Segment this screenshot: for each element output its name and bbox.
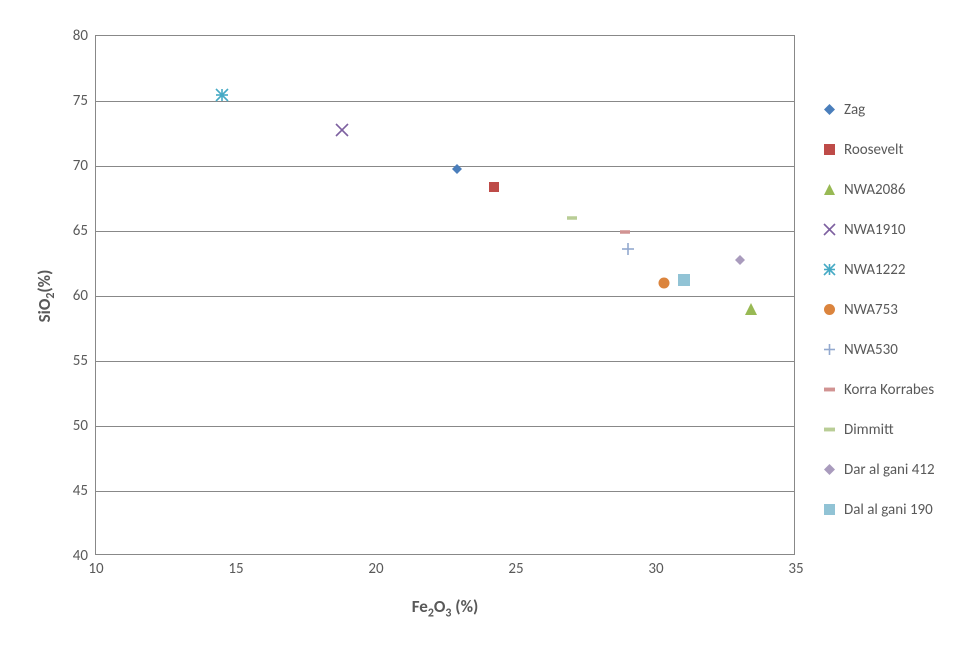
data-point [659, 278, 670, 289]
data-point [735, 255, 745, 265]
legend-item: Dimmitt [822, 416, 935, 443]
legend-label: NWA530 [844, 341, 898, 359]
legend-label: Roosevelt [844, 141, 903, 159]
data-point [489, 182, 499, 192]
legend-swatch-icon [822, 103, 836, 117]
x-tick-label: 25 [508, 554, 523, 578]
x-tick-label: 20 [368, 554, 383, 578]
grid-line [96, 426, 794, 427]
legend-item: NWA2086 [822, 176, 935, 203]
grid-line [96, 361, 794, 362]
y-tick-label: 60 [73, 287, 96, 305]
legend-swatch-icon [822, 423, 836, 437]
legend-label: Korra Korrabes [844, 381, 934, 399]
y-tick-label: 50 [73, 417, 96, 435]
legend-swatch-icon [822, 143, 836, 157]
legend-swatch-icon [822, 343, 836, 357]
legend-item: NWA1910 [822, 216, 935, 243]
legend-label: NWA2086 [844, 181, 905, 199]
y-tick-label: 80 [73, 27, 96, 45]
y-tick-label: 45 [73, 482, 96, 500]
legend-label: Dal al gani 190 [844, 501, 933, 519]
legend-label: Dimmitt [844, 421, 894, 439]
grid-line [96, 231, 794, 232]
legend-swatch-icon [822, 463, 836, 477]
plot-area: 404550556065707580101520253035Fe2O3 (%)S… [95, 35, 795, 555]
data-point [452, 164, 462, 174]
data-point [620, 227, 630, 237]
legend-swatch-icon [822, 223, 836, 237]
legend-swatch-icon [822, 263, 836, 277]
data-point [622, 243, 634, 255]
legend: Zag Roosevelt NWA2086 NWA1910 NWA1222 NWA75… [822, 96, 935, 536]
legend-swatch-icon [822, 183, 836, 197]
x-tick-label: 15 [228, 554, 243, 578]
legend-swatch-icon [822, 503, 836, 517]
x-tick-label: 35 [788, 554, 803, 578]
data-point [745, 303, 757, 315]
legend-swatch-icon [822, 303, 836, 317]
legend-item: Zag [822, 96, 935, 123]
y-tick-label: 65 [73, 222, 96, 240]
y-tick-label: 70 [73, 157, 96, 175]
legend-item: NWA1222 [822, 256, 935, 283]
y-tick-label: 75 [73, 92, 96, 110]
legend-item: Roosevelt [822, 136, 935, 163]
legend-item: NWA753 [822, 296, 935, 323]
legend-item: Korra Korrabes [822, 376, 935, 403]
legend-item: Dal al gani 190 [822, 496, 935, 523]
data-point [678, 274, 690, 286]
y-axis-label: SiO2(%) [34, 270, 58, 323]
y-tick-label: 55 [73, 352, 96, 370]
scatter-chart: 404550556065707580101520253035Fe2O3 (%)S… [0, 0, 976, 646]
legend-label: NWA1910 [844, 221, 905, 239]
legend-label: NWA753 [844, 301, 898, 319]
x-tick-label: 30 [648, 554, 663, 578]
legend-label: NWA1222 [844, 261, 905, 279]
data-point [216, 89, 228, 101]
data-point [336, 124, 348, 136]
x-tick-label: 10 [88, 554, 103, 578]
grid-line [96, 296, 794, 297]
legend-swatch-icon [822, 383, 836, 397]
legend-item: Dar al gani 412 [822, 456, 935, 483]
grid-line [96, 101, 794, 102]
legend-label: Zag [844, 101, 865, 119]
grid-line [96, 491, 794, 492]
x-axis-label: Fe2O3 (%) [412, 596, 479, 620]
legend-label: Dar al gani 412 [844, 461, 935, 479]
grid-line [96, 166, 794, 167]
data-point [567, 213, 577, 223]
legend-item: NWA530 [822, 336, 935, 363]
